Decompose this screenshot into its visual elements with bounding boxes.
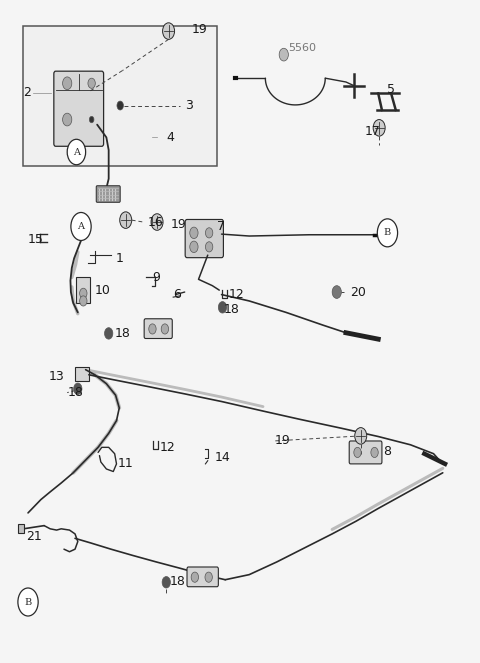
Text: 16: 16 (148, 215, 164, 229)
Circle shape (117, 101, 123, 110)
Bar (75, 367, 89, 381)
Text: 19: 19 (275, 434, 290, 448)
Text: 18: 18 (224, 303, 240, 316)
Circle shape (67, 139, 85, 164)
FancyBboxPatch shape (187, 567, 218, 587)
Text: 12: 12 (228, 288, 244, 301)
Circle shape (163, 23, 175, 39)
Circle shape (120, 212, 132, 228)
Circle shape (89, 117, 94, 123)
Text: 20: 20 (350, 286, 366, 298)
Circle shape (162, 577, 170, 588)
Circle shape (62, 77, 72, 90)
Text: 18: 18 (68, 386, 84, 399)
Text: 4: 4 (166, 131, 174, 144)
Circle shape (80, 288, 87, 298)
Text: 21: 21 (26, 530, 41, 543)
Text: B: B (384, 228, 391, 237)
FancyBboxPatch shape (349, 441, 382, 464)
Text: 5560: 5560 (288, 43, 316, 53)
Text: 18: 18 (169, 575, 185, 587)
Text: 10: 10 (95, 284, 111, 296)
Circle shape (149, 324, 156, 334)
Circle shape (73, 383, 82, 394)
FancyBboxPatch shape (54, 71, 104, 147)
Circle shape (218, 302, 227, 313)
Text: 19: 19 (192, 23, 207, 36)
Circle shape (190, 227, 198, 239)
Bar (76, 277, 90, 303)
Circle shape (62, 113, 72, 126)
Circle shape (151, 213, 163, 230)
Text: 11: 11 (118, 457, 133, 470)
Circle shape (279, 48, 288, 61)
Circle shape (18, 588, 38, 616)
Text: 1: 1 (116, 252, 123, 265)
FancyBboxPatch shape (144, 319, 172, 339)
Circle shape (71, 212, 91, 241)
Text: A: A (78, 222, 84, 231)
Circle shape (373, 119, 385, 136)
Circle shape (105, 328, 113, 339)
FancyBboxPatch shape (96, 186, 120, 202)
Bar (24, 26, 217, 166)
Text: 15: 15 (28, 233, 44, 246)
Bar (18, 524, 24, 533)
Text: 3: 3 (185, 99, 192, 112)
Text: 5: 5 (387, 83, 396, 96)
Text: 17: 17 (364, 125, 380, 137)
Circle shape (205, 228, 213, 238)
Text: 19: 19 (171, 218, 187, 231)
Text: 18: 18 (114, 327, 130, 340)
Text: 7: 7 (217, 220, 225, 233)
Circle shape (355, 428, 367, 444)
FancyBboxPatch shape (185, 219, 223, 258)
Circle shape (190, 241, 198, 253)
Circle shape (161, 324, 168, 334)
Circle shape (80, 296, 87, 306)
Circle shape (205, 572, 212, 582)
Circle shape (371, 448, 378, 457)
Circle shape (191, 572, 199, 582)
Circle shape (332, 286, 341, 298)
Text: A: A (73, 147, 80, 156)
Text: B: B (24, 597, 32, 607)
Text: 13: 13 (49, 369, 64, 383)
Text: 2: 2 (24, 86, 31, 99)
Text: 9: 9 (153, 271, 160, 284)
Circle shape (205, 242, 213, 252)
Circle shape (354, 448, 361, 457)
Circle shape (377, 219, 397, 247)
Circle shape (88, 78, 96, 88)
Text: 8: 8 (383, 445, 391, 457)
Text: 14: 14 (215, 451, 230, 464)
Text: 6: 6 (173, 288, 181, 301)
Text: 12: 12 (159, 441, 175, 454)
